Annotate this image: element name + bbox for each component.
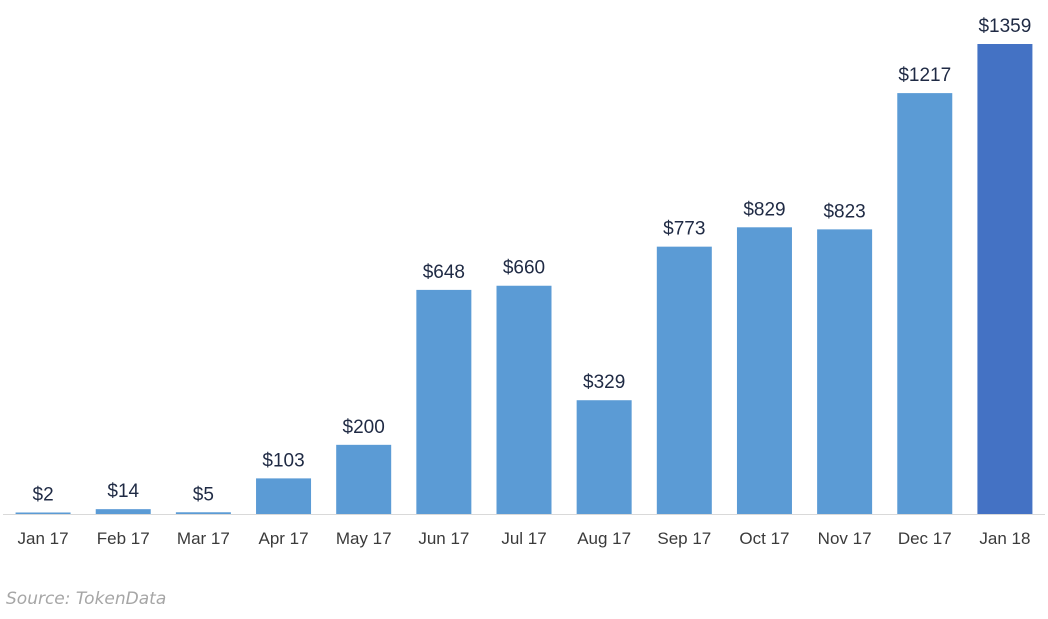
bar-dec-17 bbox=[897, 93, 953, 515]
data-label: $14 bbox=[107, 481, 139, 502]
source-note: Source: TokenData bbox=[6, 589, 167, 609]
x-tick-label: Dec 17 bbox=[898, 529, 952, 548]
x-tick-labels-layer: Jan 17 Feb 17 Mar 17 Apr 17 May 17 Jun 17 Jul … bbox=[18, 529, 1031, 548]
x-tick-label: Jun 17 bbox=[418, 529, 469, 548]
data-label: $5 bbox=[193, 484, 214, 505]
bar-chart: $2 $14 $5 $103 $200 $648 $660 $329 $773 $829 $823 $… bbox=[3, 16, 1045, 548]
bar-feb-17 bbox=[95, 509, 151, 514]
bar-mar-17 bbox=[175, 512, 231, 514]
data-label: $2 bbox=[33, 485, 54, 506]
data-label: $829 bbox=[743, 199, 785, 220]
chart-svg: $2 $14 $5 $103 $200 $648 $660 $329 $773 $829 $823 $… bbox=[3, 16, 1045, 548]
x-tick-label: Apr 17 bbox=[258, 529, 308, 548]
bar-jul-17 bbox=[496, 285, 552, 514]
data-label: $103 bbox=[262, 450, 304, 471]
x-tick-label: Sep 17 bbox=[657, 529, 711, 548]
data-label: $773 bbox=[663, 219, 705, 240]
bar-oct-17 bbox=[736, 227, 792, 515]
bar-apr-17 bbox=[256, 478, 312, 514]
x-tick-label: Jan 18 bbox=[979, 529, 1030, 548]
x-tick-label: May 17 bbox=[336, 529, 392, 548]
data-label: $329 bbox=[583, 372, 625, 393]
x-tick-label: Aug 17 bbox=[577, 529, 631, 548]
data-label: $660 bbox=[503, 258, 545, 279]
x-tick-label: Oct 17 bbox=[739, 529, 789, 548]
data-label: $200 bbox=[343, 417, 385, 438]
bar-jun-17 bbox=[416, 289, 472, 514]
bar-sep-17 bbox=[656, 246, 712, 514]
x-tick-label: Nov 17 bbox=[818, 529, 872, 548]
data-label: $1359 bbox=[978, 16, 1031, 37]
bars-layer bbox=[15, 44, 1033, 515]
data-labels-layer: $2 $14 $5 $103 $200 $648 $660 $329 $773 $829 $823 $… bbox=[33, 16, 1032, 506]
bar-jan-17 bbox=[15, 512, 71, 514]
data-label: $823 bbox=[823, 201, 865, 222]
bar-nov-17 bbox=[817, 229, 873, 514]
data-label: $648 bbox=[423, 262, 465, 283]
bar-jan-18 bbox=[977, 44, 1033, 514]
bar-aug-17 bbox=[576, 400, 632, 514]
x-tick-label: Jul 17 bbox=[501, 529, 546, 548]
bar-may-17 bbox=[336, 444, 392, 514]
data-label: $1217 bbox=[898, 65, 951, 86]
x-tick-label: Jan 17 bbox=[18, 529, 69, 548]
x-tick-label: Feb 17 bbox=[97, 529, 150, 548]
x-tick-label: Mar 17 bbox=[177, 529, 230, 548]
